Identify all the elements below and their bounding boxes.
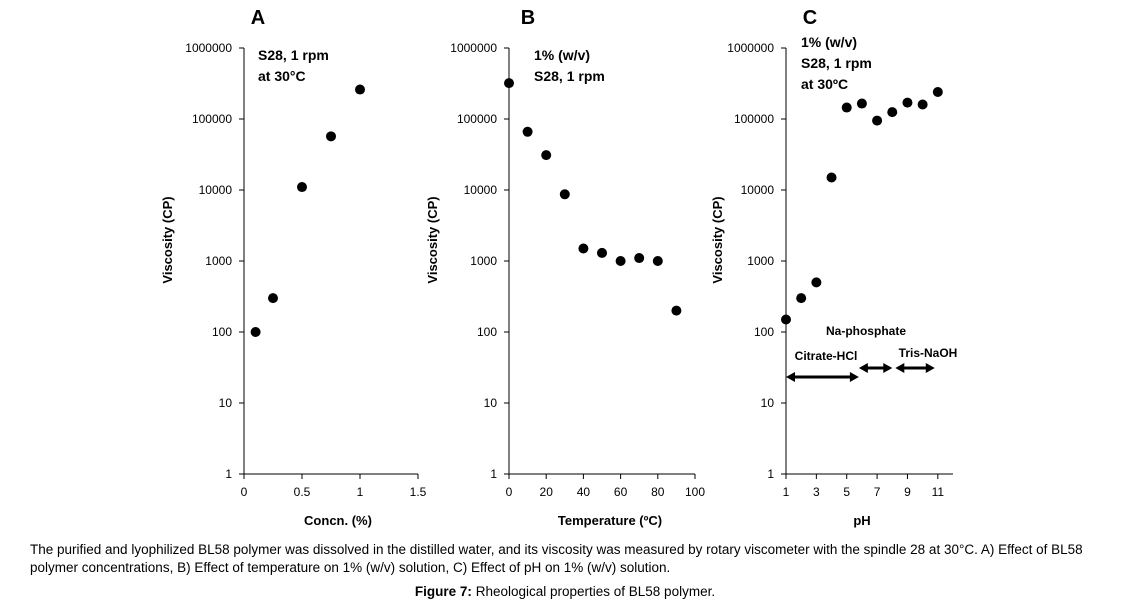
panel-a-y-tick-label: 10 bbox=[219, 396, 233, 410]
panel-c-y-tick-label: 10 bbox=[761, 396, 775, 410]
ph-range-label: Citrate-HCl bbox=[795, 349, 858, 363]
ph-range-arrowhead-left bbox=[895, 363, 905, 373]
panel-b-data-point bbox=[615, 256, 626, 266]
panel-b-data-point bbox=[541, 150, 552, 161]
panel-c-y-tick-label: 100000 bbox=[734, 112, 774, 126]
panel-b-data-point bbox=[559, 189, 570, 200]
panel-a-label: A bbox=[251, 7, 265, 29]
panel-b-y-tick-label: 1000 bbox=[470, 254, 497, 268]
panel-b-y-tick-label: 10000 bbox=[464, 183, 498, 197]
panel-a-x-tick-label: 1 bbox=[357, 485, 364, 499]
panel-c-x-tick-label: 7 bbox=[874, 485, 881, 499]
panel-c-y-tick-label: 1 bbox=[767, 467, 774, 481]
panel-a-annotation: S28, 1 rpm bbox=[258, 47, 329, 63]
panel-b-x-tick-label: 100 bbox=[685, 485, 705, 499]
panel-c-data-point bbox=[932, 87, 943, 98]
panel-c-x-tick-label: 1 bbox=[783, 485, 790, 499]
panel-a-data-point bbox=[250, 327, 261, 337]
panel-a-annotation: at 30°C bbox=[258, 68, 306, 84]
panel-b-x-tick-label: 80 bbox=[651, 485, 665, 499]
panel-b-data-point bbox=[597, 247, 607, 258]
figure-number: Figure 7: bbox=[414, 584, 472, 599]
ph-range-arrowhead-left bbox=[858, 363, 868, 373]
ph-range-arrowhead-left bbox=[786, 372, 795, 382]
panel-b-annotation: S28, 1 rpm bbox=[534, 68, 605, 84]
panel-b-data-point bbox=[578, 243, 589, 254]
panel-b-y-tick-label: 10 bbox=[484, 396, 498, 410]
panel-b-x-axis-label: Temperature (ºC) bbox=[558, 513, 662, 528]
panel-c-data-point bbox=[917, 99, 928, 110]
ph-range-arrowhead-right bbox=[883, 363, 893, 373]
ph-range-label: Tris-NaOH bbox=[899, 346, 958, 360]
panel-c-data-point bbox=[902, 97, 913, 108]
panel-c-x-tick-label: 11 bbox=[932, 485, 945, 499]
panel-b-data-point bbox=[652, 256, 663, 266]
panel-c-label: C bbox=[803, 7, 817, 29]
panel-c-data-point bbox=[811, 277, 822, 288]
panel-b-y-tick-label: 1000000 bbox=[450, 41, 497, 55]
panel-c-x-tick-label: 9 bbox=[904, 485, 911, 499]
panel-c-y-tick-label: 1000 bbox=[747, 254, 774, 268]
panel-b-label: B bbox=[521, 7, 535, 29]
panel-a-x-tick-label: 1.5 bbox=[410, 485, 427, 499]
panel-c-y-tick-label: 1000000 bbox=[727, 41, 774, 55]
panel-b-y-axis-label: Viscosity (CP) bbox=[425, 196, 440, 283]
panel-a-y-tick-label: 1000 bbox=[205, 254, 232, 268]
panel-a-y-tick-label: 1000000 bbox=[185, 41, 232, 55]
panel-c-data-point bbox=[841, 102, 852, 113]
panel-b-y-tick-label: 100 bbox=[477, 325, 497, 339]
panel-a-y-tick-label: 100000 bbox=[192, 112, 232, 126]
panel-b-y-tick-label: 1 bbox=[490, 467, 497, 481]
panel-c-annotation: at 30ºC bbox=[801, 76, 848, 92]
figure-caption-title: Figure 7: Rheological properties of BL58… bbox=[0, 583, 1130, 601]
panel-c-annotation: 1% (w/v) bbox=[801, 34, 857, 50]
panel-a-x-tick-label: 0.5 bbox=[294, 485, 311, 499]
panel-b-data-point bbox=[504, 78, 514, 89]
panel-b-x-tick-label: 60 bbox=[614, 485, 628, 499]
panel-c-y-axis-label: Viscosity (CP) bbox=[710, 196, 725, 283]
panel-c-x-tick-label: 3 bbox=[813, 485, 820, 499]
panel-b-data-point bbox=[522, 126, 533, 137]
panel-a-y-tick-label: 100 bbox=[212, 325, 232, 339]
panel-c-y-tick-label: 100 bbox=[754, 325, 774, 339]
panel-a-data-point bbox=[355, 84, 365, 95]
figure-caption-body: The purified and lyophilized BL58 polyme… bbox=[30, 542, 1083, 575]
panel-b-x-tick-label: 20 bbox=[540, 485, 554, 499]
panel-c-annotation: S28, 1 rpm bbox=[801, 55, 872, 71]
panel-a-y-axis-label: Viscosity (CP) bbox=[160, 196, 175, 283]
panel-b-annotation: 1% (w/v) bbox=[534, 47, 590, 63]
panel-c-x-tick-label: 5 bbox=[843, 485, 850, 499]
panel-c-data-point bbox=[856, 98, 867, 109]
panel-b-y-tick-label: 100000 bbox=[457, 112, 497, 126]
panel-b-data-point bbox=[671, 305, 682, 316]
panel-c-data-point bbox=[887, 107, 898, 118]
panel-b-x-tick-label: 0 bbox=[506, 485, 513, 499]
panel-b-data-point bbox=[634, 253, 645, 264]
panel-c-data-point bbox=[872, 115, 883, 126]
panel-a-y-tick-label: 10000 bbox=[199, 183, 233, 197]
panel-a-x-tick-label: 0 bbox=[241, 485, 248, 499]
panel-a-data-point bbox=[268, 293, 278, 304]
panel-a-data-point bbox=[297, 182, 307, 193]
panel-a-x-axis-label: Concn. (%) bbox=[304, 513, 372, 528]
ph-range-arrowhead-right bbox=[849, 372, 859, 382]
figure-title: Rheological properties of BL58 polymer. bbox=[471, 584, 716, 599]
panel-c-y-tick-label: 10000 bbox=[741, 183, 775, 197]
panel-c-data-point bbox=[781, 314, 791, 325]
panel-c-data-point bbox=[796, 293, 807, 304]
panel-c-x-axis-label: pH bbox=[853, 513, 870, 528]
panel-a-y-tick-label: 1 bbox=[225, 467, 232, 481]
panel-c-data-point bbox=[826, 172, 837, 183]
ph-range-label: Na-phosphate bbox=[826, 324, 906, 338]
panel-b-x-tick-label: 40 bbox=[577, 485, 591, 499]
ph-range-arrowhead-right bbox=[925, 363, 935, 373]
panel-a-data-point bbox=[326, 131, 336, 142]
